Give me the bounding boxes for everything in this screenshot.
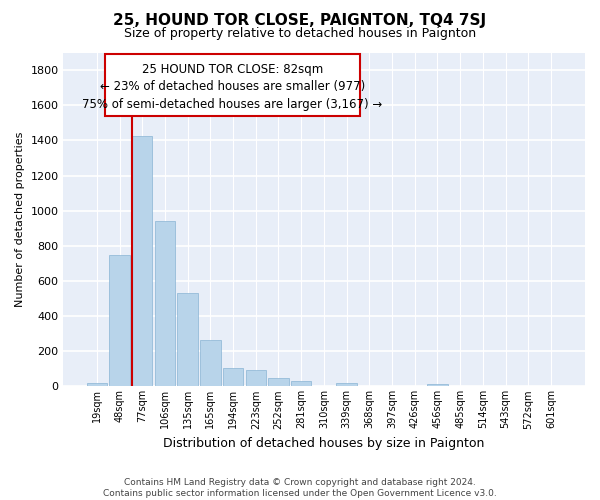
Text: ← 23% of detached houses are smaller (977): ← 23% of detached houses are smaller (97… — [100, 80, 365, 93]
Text: 25 HOUND TOR CLOSE: 82sqm: 25 HOUND TOR CLOSE: 82sqm — [142, 62, 323, 76]
X-axis label: Distribution of detached houses by size in Paignton: Distribution of detached houses by size … — [163, 437, 485, 450]
Text: 75% of semi-detached houses are larger (3,167) →: 75% of semi-detached houses are larger (… — [82, 98, 383, 111]
Bar — [132, 136, 152, 386]
Y-axis label: Number of detached properties: Number of detached properties — [15, 132, 25, 307]
Text: Size of property relative to detached houses in Paignton: Size of property relative to detached ho… — [124, 28, 476, 40]
Bar — [86, 382, 107, 386]
Bar — [337, 383, 357, 386]
Bar — [291, 382, 311, 386]
Text: Contains HM Land Registry data © Crown copyright and database right 2024.
Contai: Contains HM Land Registry data © Crown c… — [103, 478, 497, 498]
Text: 25, HOUND TOR CLOSE, PAIGNTON, TQ4 7SJ: 25, HOUND TOR CLOSE, PAIGNTON, TQ4 7SJ — [113, 12, 487, 28]
Bar — [268, 378, 289, 386]
FancyBboxPatch shape — [104, 54, 361, 116]
Bar — [155, 221, 175, 386]
Bar — [200, 340, 221, 386]
Bar — [223, 368, 243, 386]
Bar — [178, 294, 198, 386]
Bar — [427, 384, 448, 386]
Bar — [245, 370, 266, 386]
Bar — [109, 256, 130, 386]
